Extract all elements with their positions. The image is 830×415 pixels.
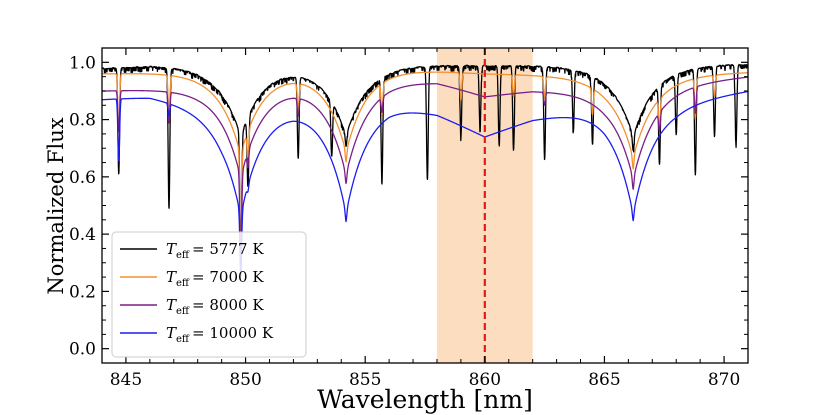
legend-symbol-5777: T <box>166 240 177 258</box>
svg-text:Teff= 8000 K: Teff = 8000 K <box>166 296 264 317</box>
legend-entry-10000: Teff = 10000 K <box>120 324 274 345</box>
y-tick-label: 0.4 <box>69 225 96 245</box>
svg-text:Teff= 5777 K: Teff = 5777 K <box>166 240 264 261</box>
x-tick-label: 870 <box>708 370 740 390</box>
legend-sub-10000: eff <box>176 334 190 345</box>
x-tick-label: 850 <box>229 370 261 390</box>
x-axis-title: Wavelength [nm] <box>317 385 533 414</box>
legend-sub-8000: eff <box>176 306 190 317</box>
legend-symbol-7000: T <box>166 268 177 286</box>
y-tick-labels: 0.0 0.2 0.4 0.6 0.8 1.0 <box>69 53 96 359</box>
legend-symbol-8000: T <box>166 296 177 314</box>
y-tick-label: 0.8 <box>69 111 96 131</box>
x-tick-label: 845 <box>110 370 142 390</box>
legend-entry-5777: Teff = 5777 K <box>120 240 264 261</box>
legend-sub-5777: eff <box>176 250 190 261</box>
y-tick-label: 1.0 <box>69 53 96 73</box>
legend-value-7000: = 7000 K <box>192 268 264 286</box>
svg-text:Teff= 10000 K: Teff = 10000 K <box>166 324 274 345</box>
series-group <box>102 63 748 276</box>
legend-entry-7000: Teff = 7000 K <box>120 268 264 289</box>
x-tick-label: 860 <box>469 370 501 390</box>
x-tick-label: 855 <box>349 370 381 390</box>
svg-text:Teff= 7000 K: Teff = 7000 K <box>166 268 264 289</box>
legend-value-8000: = 8000 K <box>192 296 264 314</box>
legend: Teff = 5777 K Teff = 7000 K Teff = 8000 K T… <box>111 231 307 358</box>
legend-box <box>111 231 307 358</box>
legend-sub-7000: eff <box>176 278 190 289</box>
y-tick-label: 0.6 <box>69 168 96 188</box>
series-line-1 <box>102 71 748 263</box>
y-tick-label: 0.2 <box>69 282 96 302</box>
series-line-2 <box>102 76 748 268</box>
legend-entry-8000: Teff = 8000 K <box>120 296 264 317</box>
series-line-3 <box>102 90 748 276</box>
legend-value-10000: = 10000 K <box>192 324 274 342</box>
legend-symbol-10000: T <box>166 324 177 342</box>
x-tick-label: 865 <box>588 370 620 390</box>
y-tick-label: 0.0 <box>69 340 96 360</box>
series-line-0 <box>102 63 748 269</box>
y-axis-title: Normalized Flux <box>44 117 68 294</box>
legend-value-5777: = 5777 K <box>192 240 264 258</box>
x-tick-labels: 845 850 855 860 865 870 <box>110 370 741 390</box>
